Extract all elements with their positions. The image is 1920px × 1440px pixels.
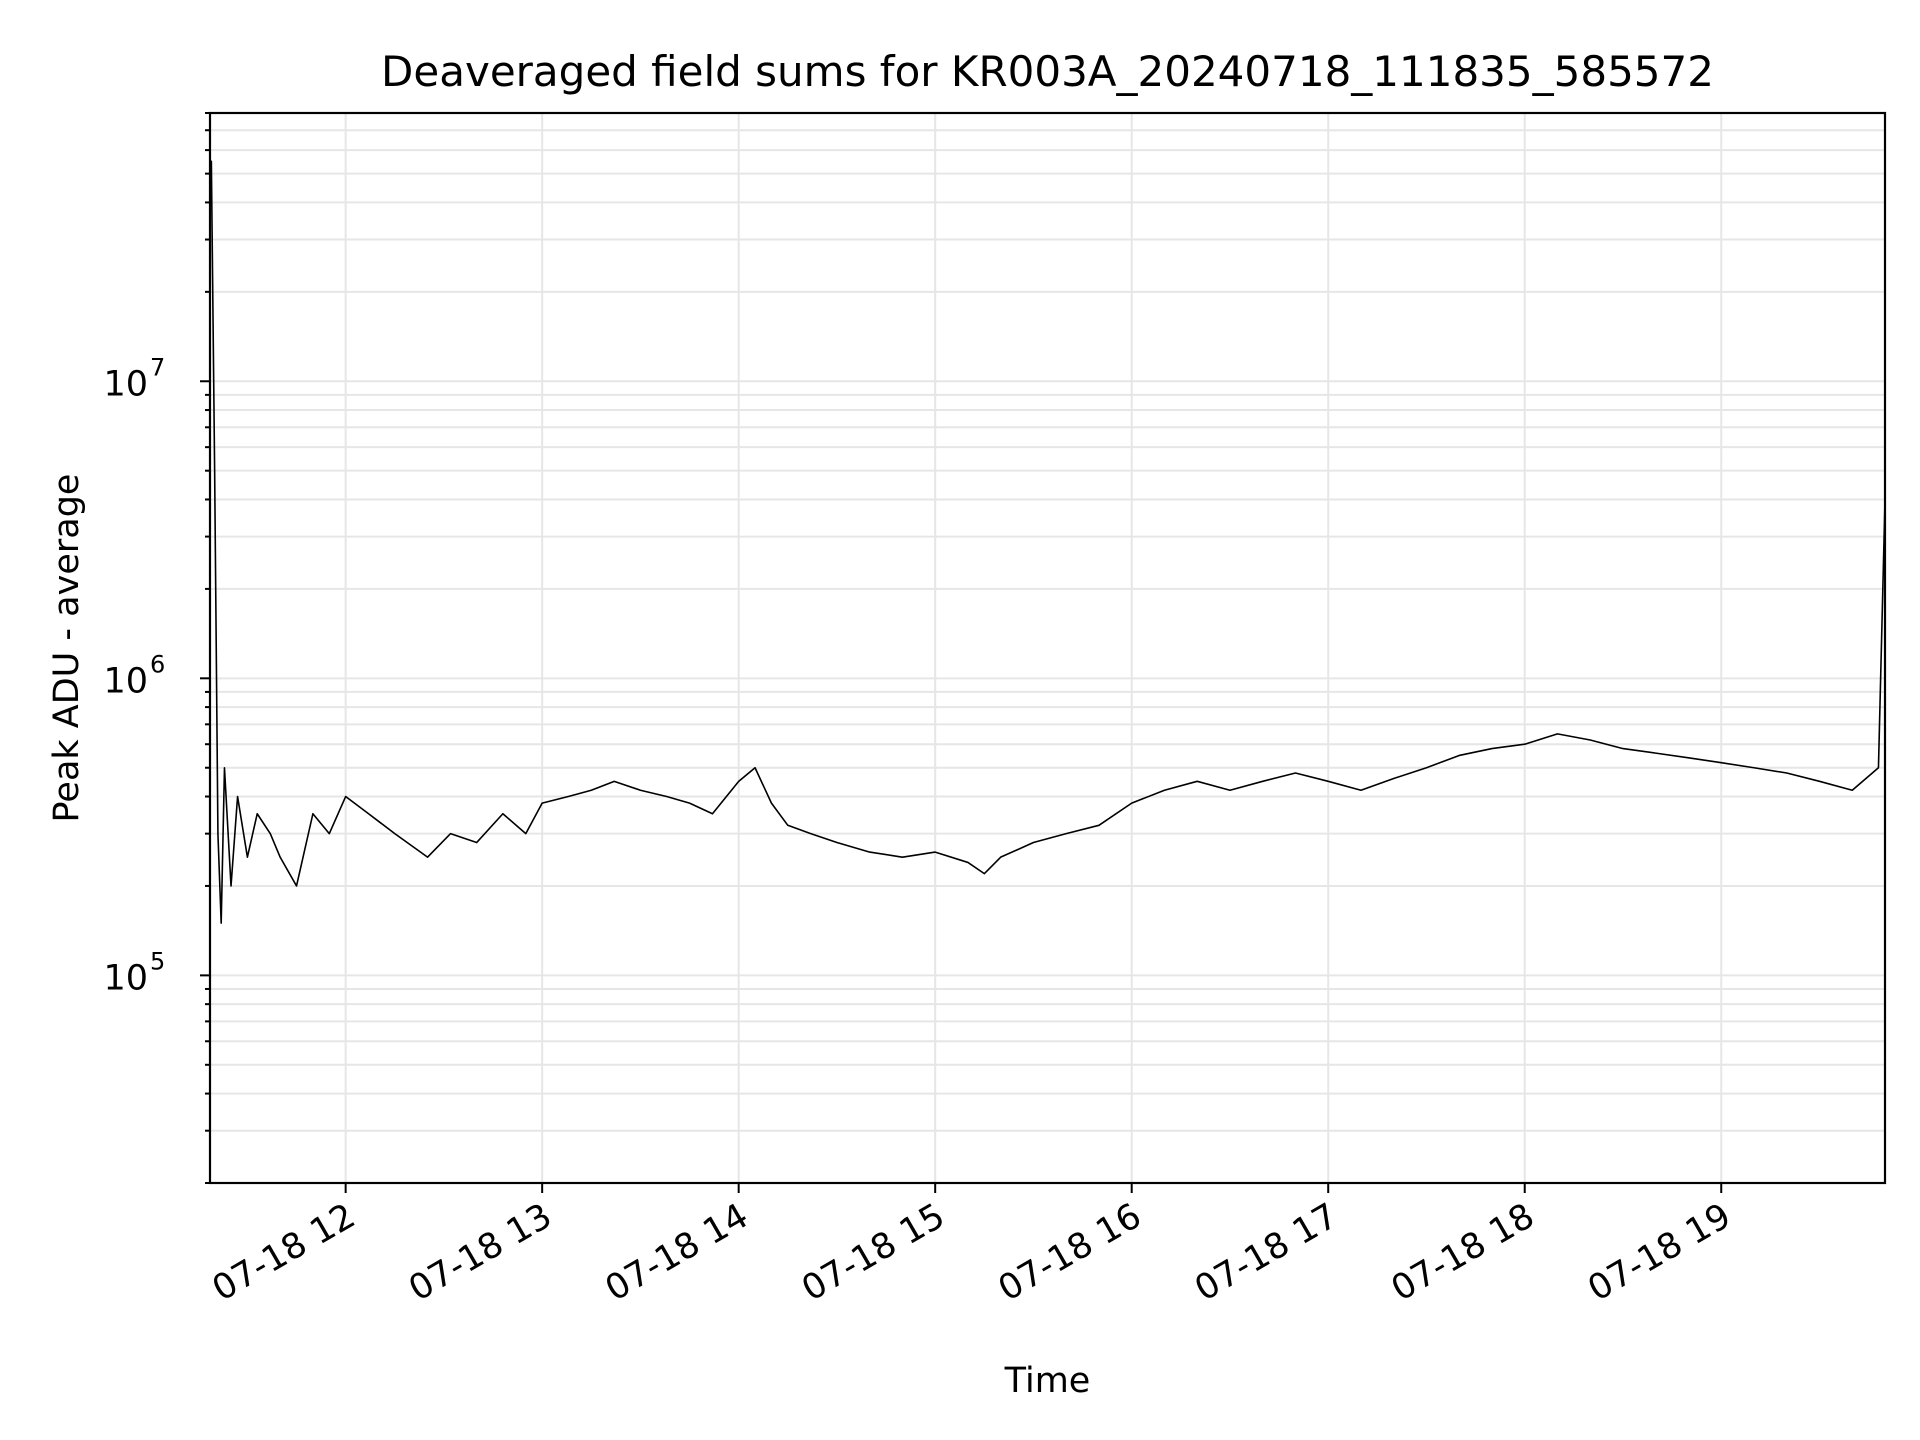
- y-tick-exponent: 7: [150, 353, 165, 381]
- grid: [210, 112, 1885, 1184]
- plot-area: [209, 160, 1886, 924]
- y-tick-exponent: 6: [150, 650, 165, 678]
- x-tick-label: 07-18 17: [1188, 1196, 1344, 1309]
- x-tick-label: 07-18 12: [206, 1196, 362, 1309]
- y-axis-label: Peak ADU - average: [47, 474, 87, 823]
- x-tick-label: 07-18 14: [599, 1196, 755, 1309]
- x-tick-label: 07-18 15: [795, 1196, 951, 1309]
- y-tick-label: 10: [103, 958, 148, 998]
- x-tick-label: 07-18 18: [1385, 1196, 1541, 1309]
- y-tick-label: 10: [103, 661, 148, 701]
- axes-frame: [208, 111, 1887, 1185]
- y-tick-exponent: 5: [150, 947, 165, 975]
- x-axis-label: Time: [1004, 1361, 1091, 1401]
- chart-title: Deaveraged field sums for KR003A_2024071…: [381, 47, 1714, 96]
- x-axis: 07-18 12 07-18 13 07-18 14 07-18 15 07-18 16…: [206, 1183, 1738, 1309]
- x-tick-label: 07-18 19: [1581, 1196, 1737, 1309]
- x-tick-label: 07-18 16: [992, 1196, 1148, 1309]
- y-tick-label: 10: [103, 364, 148, 404]
- x-tick-label: 07-18 13: [402, 1196, 558, 1309]
- series-line: [209, 160, 1886, 924]
